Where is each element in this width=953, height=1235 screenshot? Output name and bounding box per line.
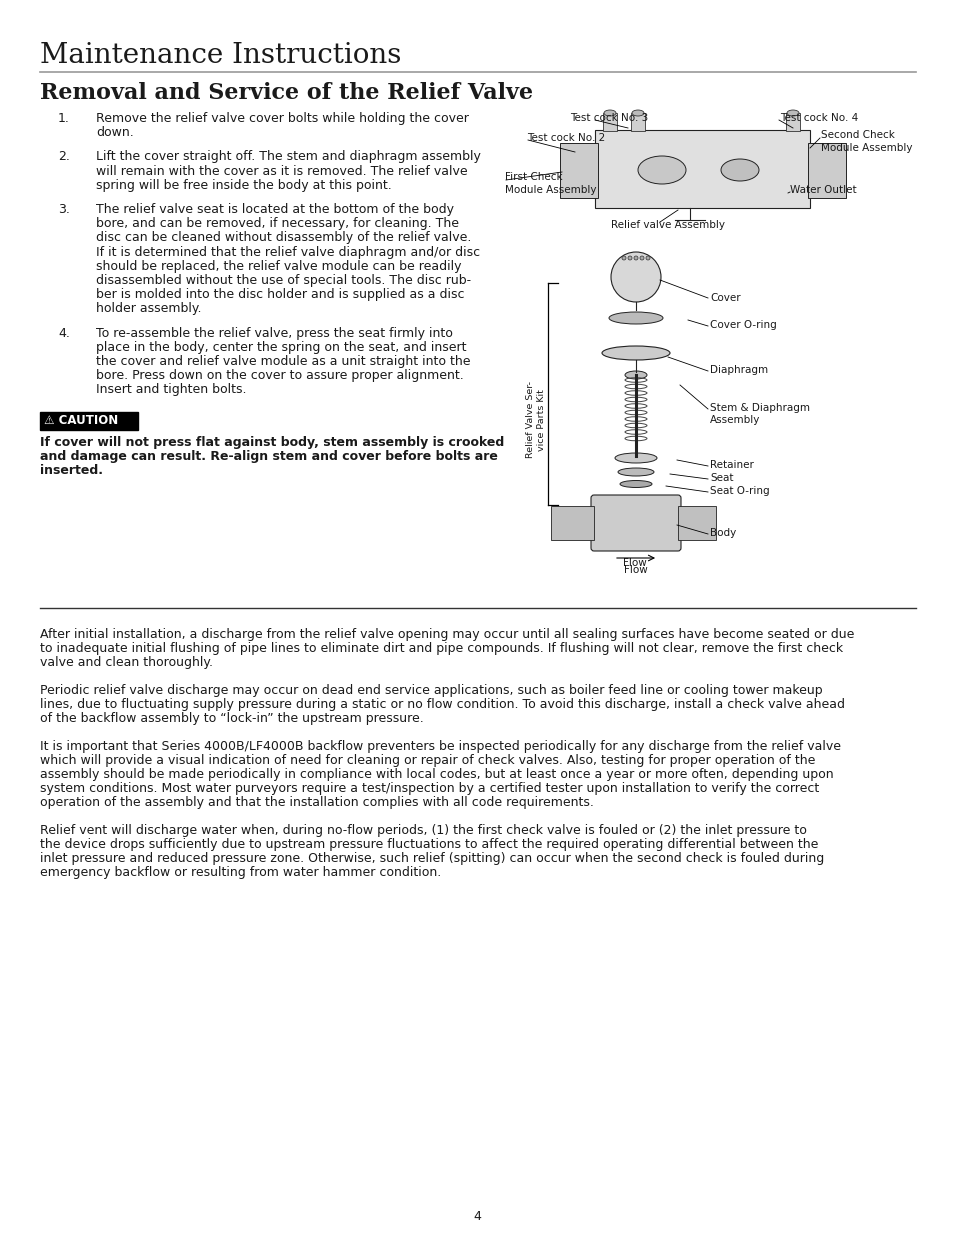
Text: will remain with the cover as it is removed. The relief valve: will remain with the cover as it is remo… — [96, 164, 467, 178]
Circle shape — [621, 256, 625, 261]
Circle shape — [645, 256, 649, 261]
Text: bore. Press down on the cover to assure proper alignment.: bore. Press down on the cover to assure … — [96, 369, 463, 382]
Text: the device drops sufficiently due to upstream pressure fluctuations to affect th: the device drops sufficiently due to ups… — [40, 839, 818, 851]
Circle shape — [627, 256, 631, 261]
Text: Module Assembly: Module Assembly — [504, 185, 596, 195]
Text: Module Assembly: Module Assembly — [821, 143, 911, 153]
FancyBboxPatch shape — [602, 112, 617, 131]
Text: To re-assemble the relief valve, press the seat firmly into: To re-assemble the relief valve, press t… — [96, 326, 453, 340]
Text: Diaphragm: Diaphragm — [709, 366, 767, 375]
Text: First Check: First Check — [504, 172, 562, 182]
Text: 1.: 1. — [58, 112, 70, 125]
FancyBboxPatch shape — [807, 143, 845, 198]
Text: Periodic relief valve discharge may occur on dead end service applications, such: Periodic relief valve discharge may occu… — [40, 684, 821, 697]
Text: Seat: Seat — [709, 473, 733, 483]
Circle shape — [639, 256, 643, 261]
Text: Relief Valve Ser-
vice Parts Kit: Relief Valve Ser- vice Parts Kit — [526, 382, 545, 458]
FancyBboxPatch shape — [551, 506, 594, 540]
Text: place in the body, center the spring on the seat, and insert: place in the body, center the spring on … — [96, 341, 466, 353]
Ellipse shape — [615, 453, 657, 463]
Text: 3.: 3. — [58, 203, 70, 216]
Text: Relief valve Assembly: Relief valve Assembly — [610, 220, 724, 230]
FancyBboxPatch shape — [630, 112, 644, 131]
Text: and damage can result. Re-align stem and cover before bolts are: and damage can result. Re-align stem and… — [40, 450, 497, 463]
FancyBboxPatch shape — [785, 112, 800, 131]
Text: valve and clean thoroughly.: valve and clean thoroughly. — [40, 656, 213, 669]
Text: Retainer: Retainer — [709, 459, 753, 471]
Text: Insert and tighten bolts.: Insert and tighten bolts. — [96, 383, 246, 396]
Text: Flow: Flow — [623, 564, 647, 576]
Text: After initial installation, a discharge from the relief valve opening may occur : After initial installation, a discharge … — [40, 629, 854, 641]
Text: Cover: Cover — [709, 293, 740, 303]
Text: bore, and can be removed, if necessary, for cleaning. The: bore, and can be removed, if necessary, … — [96, 217, 458, 230]
Text: Lift the cover straight off. The stem and diaphragm assembly: Lift the cover straight off. The stem an… — [96, 151, 480, 163]
Text: inserted.: inserted. — [40, 464, 103, 477]
Text: Relief vent will discharge water when, during no-flow periods, (1) the first che: Relief vent will discharge water when, d… — [40, 824, 806, 837]
Text: should be replaced, the relief valve module can be readily: should be replaced, the relief valve mod… — [96, 259, 461, 273]
Ellipse shape — [638, 156, 685, 184]
Ellipse shape — [624, 370, 646, 379]
Text: Assembly: Assembly — [709, 415, 760, 425]
FancyBboxPatch shape — [590, 495, 680, 551]
Text: Removal and Service of the Relief Valve: Removal and Service of the Relief Valve — [40, 82, 533, 104]
Text: Second Check: Second Check — [821, 130, 894, 140]
Text: operation of the assembly and that the installation complies with all code requi: operation of the assembly and that the i… — [40, 797, 594, 809]
Ellipse shape — [631, 110, 643, 116]
Ellipse shape — [618, 468, 654, 475]
Text: of the backflow assembly to “lock-in” the upstream pressure.: of the backflow assembly to “lock-in” th… — [40, 713, 423, 725]
Ellipse shape — [603, 110, 616, 116]
Text: Water Outlet: Water Outlet — [789, 185, 856, 195]
Text: ⚠ CAUTION: ⚠ CAUTION — [44, 414, 118, 427]
Text: the cover and relief valve module as a unit straight into the: the cover and relief valve module as a u… — [96, 354, 470, 368]
Text: Remove the relief valve cover bolts while holding the cover: Remove the relief valve cover bolts whil… — [96, 112, 468, 125]
Text: system conditions. Most water purveyors require a test/inspection by a certified: system conditions. Most water purveyors … — [40, 782, 819, 795]
Ellipse shape — [601, 346, 669, 359]
FancyBboxPatch shape — [678, 506, 716, 540]
Text: 4: 4 — [473, 1210, 480, 1223]
Text: disassembled without the use of special tools. The disc rub-: disassembled without the use of special … — [96, 274, 471, 287]
Text: Flow: Flow — [622, 558, 646, 568]
FancyBboxPatch shape — [40, 411, 138, 430]
Ellipse shape — [786, 110, 799, 116]
Text: to inadequate initial flushing of pipe lines to eliminate dirt and pipe compound: to inadequate initial flushing of pipe l… — [40, 642, 842, 655]
Text: If it is determined that the relief valve diaphragm and/or disc: If it is determined that the relief valv… — [96, 246, 479, 258]
Ellipse shape — [619, 480, 651, 488]
Text: Test cock No. 4: Test cock No. 4 — [780, 112, 858, 124]
Text: ber is molded into the disc holder and is supplied as a disc: ber is molded into the disc holder and i… — [96, 288, 464, 301]
Text: Seat O-ring: Seat O-ring — [709, 487, 769, 496]
Circle shape — [610, 252, 660, 303]
Text: It is important that Series 4000B/LF4000B backflow preventers be inspected perio: It is important that Series 4000B/LF4000… — [40, 740, 841, 753]
Text: emergency backflow or resulting from water hammer condition.: emergency backflow or resulting from wat… — [40, 866, 441, 879]
Text: Maintenance Instructions: Maintenance Instructions — [40, 42, 401, 69]
FancyBboxPatch shape — [559, 143, 598, 198]
FancyBboxPatch shape — [595, 130, 809, 207]
Text: lines, due to fluctuating supply pressure during a static or no flow condition. : lines, due to fluctuating supply pressur… — [40, 698, 844, 711]
Ellipse shape — [608, 312, 662, 324]
Text: spring will be free inside the body at this point.: spring will be free inside the body at t… — [96, 179, 392, 191]
Text: Cover O-ring: Cover O-ring — [709, 320, 776, 330]
Text: which will provide a visual indication of need for cleaning or repair of check v: which will provide a visual indication o… — [40, 755, 815, 767]
Text: disc can be cleaned without disassembly of the relief valve.: disc can be cleaned without disassembly … — [96, 231, 471, 245]
Text: Test cock No. 2: Test cock No. 2 — [526, 133, 604, 143]
Text: holder assembly.: holder assembly. — [96, 303, 201, 315]
Text: 2.: 2. — [58, 151, 70, 163]
Text: The relief valve seat is located at the bottom of the body: The relief valve seat is located at the … — [96, 203, 454, 216]
Text: assembly should be made periodically in compliance with local codes, but at leas: assembly should be made periodically in … — [40, 768, 833, 781]
Text: Test cock No. 3: Test cock No. 3 — [569, 112, 648, 124]
Text: down.: down. — [96, 126, 133, 140]
Text: Stem & Diaphragm: Stem & Diaphragm — [709, 403, 809, 412]
Text: inlet pressure and reduced pressure zone. Otherwise, such relief (spitting) can : inlet pressure and reduced pressure zone… — [40, 852, 823, 864]
Text: Body: Body — [709, 529, 736, 538]
Text: 4.: 4. — [58, 326, 70, 340]
Ellipse shape — [720, 159, 759, 182]
Text: If cover will not press flat against body, stem assembly is crooked: If cover will not press flat against bod… — [40, 436, 504, 448]
Circle shape — [634, 256, 638, 261]
